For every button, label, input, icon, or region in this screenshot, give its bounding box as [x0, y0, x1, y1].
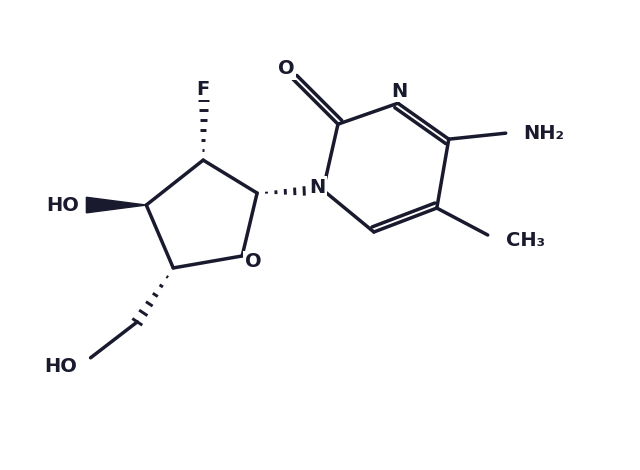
Text: N: N: [309, 178, 325, 196]
Text: O: O: [278, 59, 294, 78]
Text: HO: HO: [45, 357, 77, 376]
Text: O: O: [244, 252, 261, 272]
Text: F: F: [196, 80, 210, 99]
Text: NH₂: NH₂: [524, 124, 564, 143]
Text: CH₃: CH₃: [506, 232, 545, 251]
Polygon shape: [86, 197, 147, 213]
Text: HO: HO: [46, 196, 79, 214]
Text: N: N: [391, 82, 407, 101]
